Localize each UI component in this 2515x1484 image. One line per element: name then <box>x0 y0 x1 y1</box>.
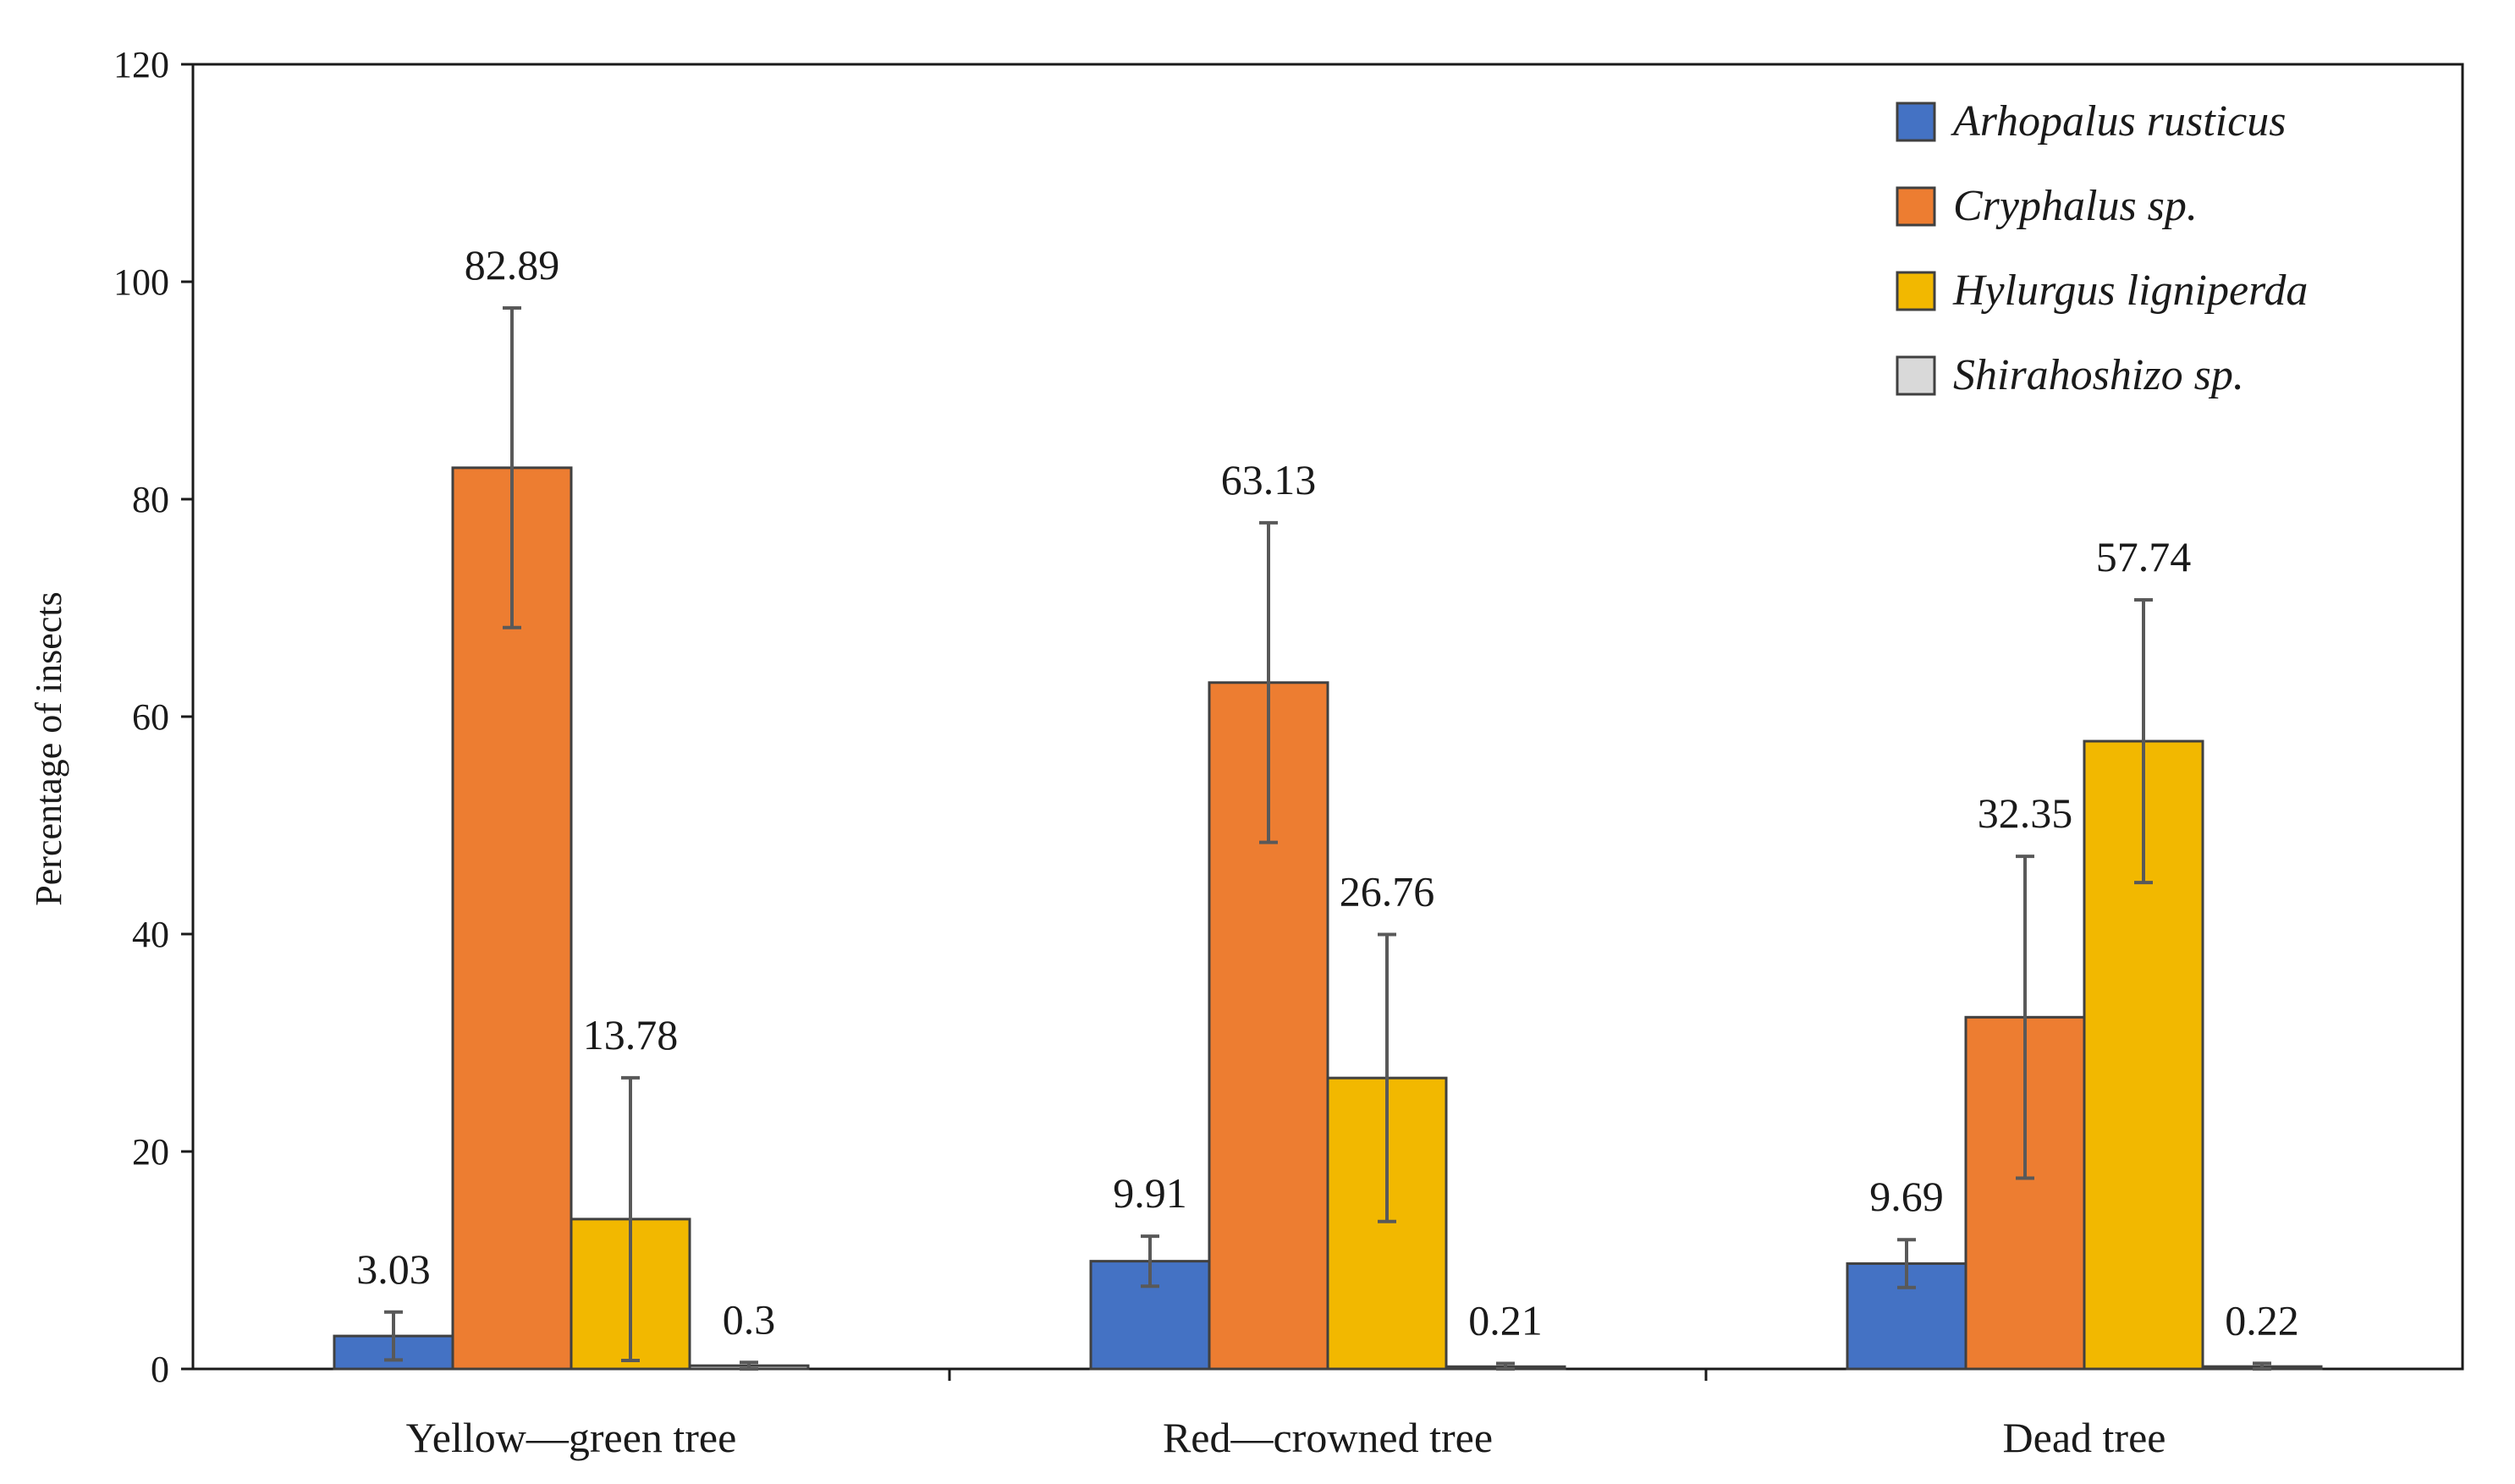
legend-label: Cryphalus sp. <box>1953 182 2198 230</box>
y-tick-label: 60 <box>132 696 169 738</box>
category-label: Red—crowned tree <box>1163 1414 1493 1461</box>
data-label: 57.74 <box>2096 533 2192 580</box>
legend-label: Arhopalus rusticus <box>1951 97 2286 146</box>
data-label: 9.91 <box>1113 1169 1187 1217</box>
y-tick-label: 0 <box>151 1349 169 1390</box>
error-bars <box>384 305 2271 1371</box>
data-label: 3.03 <box>356 1245 431 1293</box>
data-label: 9.69 <box>1869 1173 1944 1220</box>
data-label: 26.76 <box>1340 868 1435 915</box>
axes: 0 20 40 60 80 100 120 Yellow—green tree Red—crow… <box>113 44 2464 1461</box>
y-tick-label: 120 <box>113 44 169 85</box>
category-label: Dead tree <box>2003 1414 2166 1461</box>
legend-label: Hylurgus ligniperda <box>1952 267 2308 315</box>
y-tick-label: 80 <box>132 479 169 520</box>
data-label: 82.89 <box>465 241 560 289</box>
legend-label: Shirahoshizo sp. <box>1953 351 2244 399</box>
bar <box>1326 1076 1448 1371</box>
legend-swatch <box>1896 102 1936 142</box>
y-tick-label: 100 <box>113 261 169 303</box>
category-label: Yellow—green tree <box>406 1414 737 1461</box>
data-label: 0.21 <box>1468 1296 1543 1344</box>
y-tick-label: 40 <box>132 914 169 955</box>
data-label: 32.35 <box>1978 789 2073 837</box>
data-label: 0.22 <box>2225 1296 2299 1344</box>
bars <box>333 466 2323 1371</box>
data-labels: 3.03 9.91 9.69 82.89 63.13 32.35 13.78 26.76 57.… <box>356 241 2299 1344</box>
data-label: 13.78 <box>583 1011 679 1058</box>
data-label: 0.3 <box>723 1295 776 1343</box>
legend-swatch <box>1896 271 1936 311</box>
legend: Arhopalus rusticus Cryphalus sp. Hylurgus … <box>1896 97 2308 399</box>
data-label: 63.13 <box>1221 456 1317 503</box>
legend-swatch <box>1896 355 1936 396</box>
y-axis-title: Percentage of insects <box>28 591 69 905</box>
y-tick-label: 20 <box>132 1131 169 1173</box>
legend-swatch <box>1896 186 1936 227</box>
